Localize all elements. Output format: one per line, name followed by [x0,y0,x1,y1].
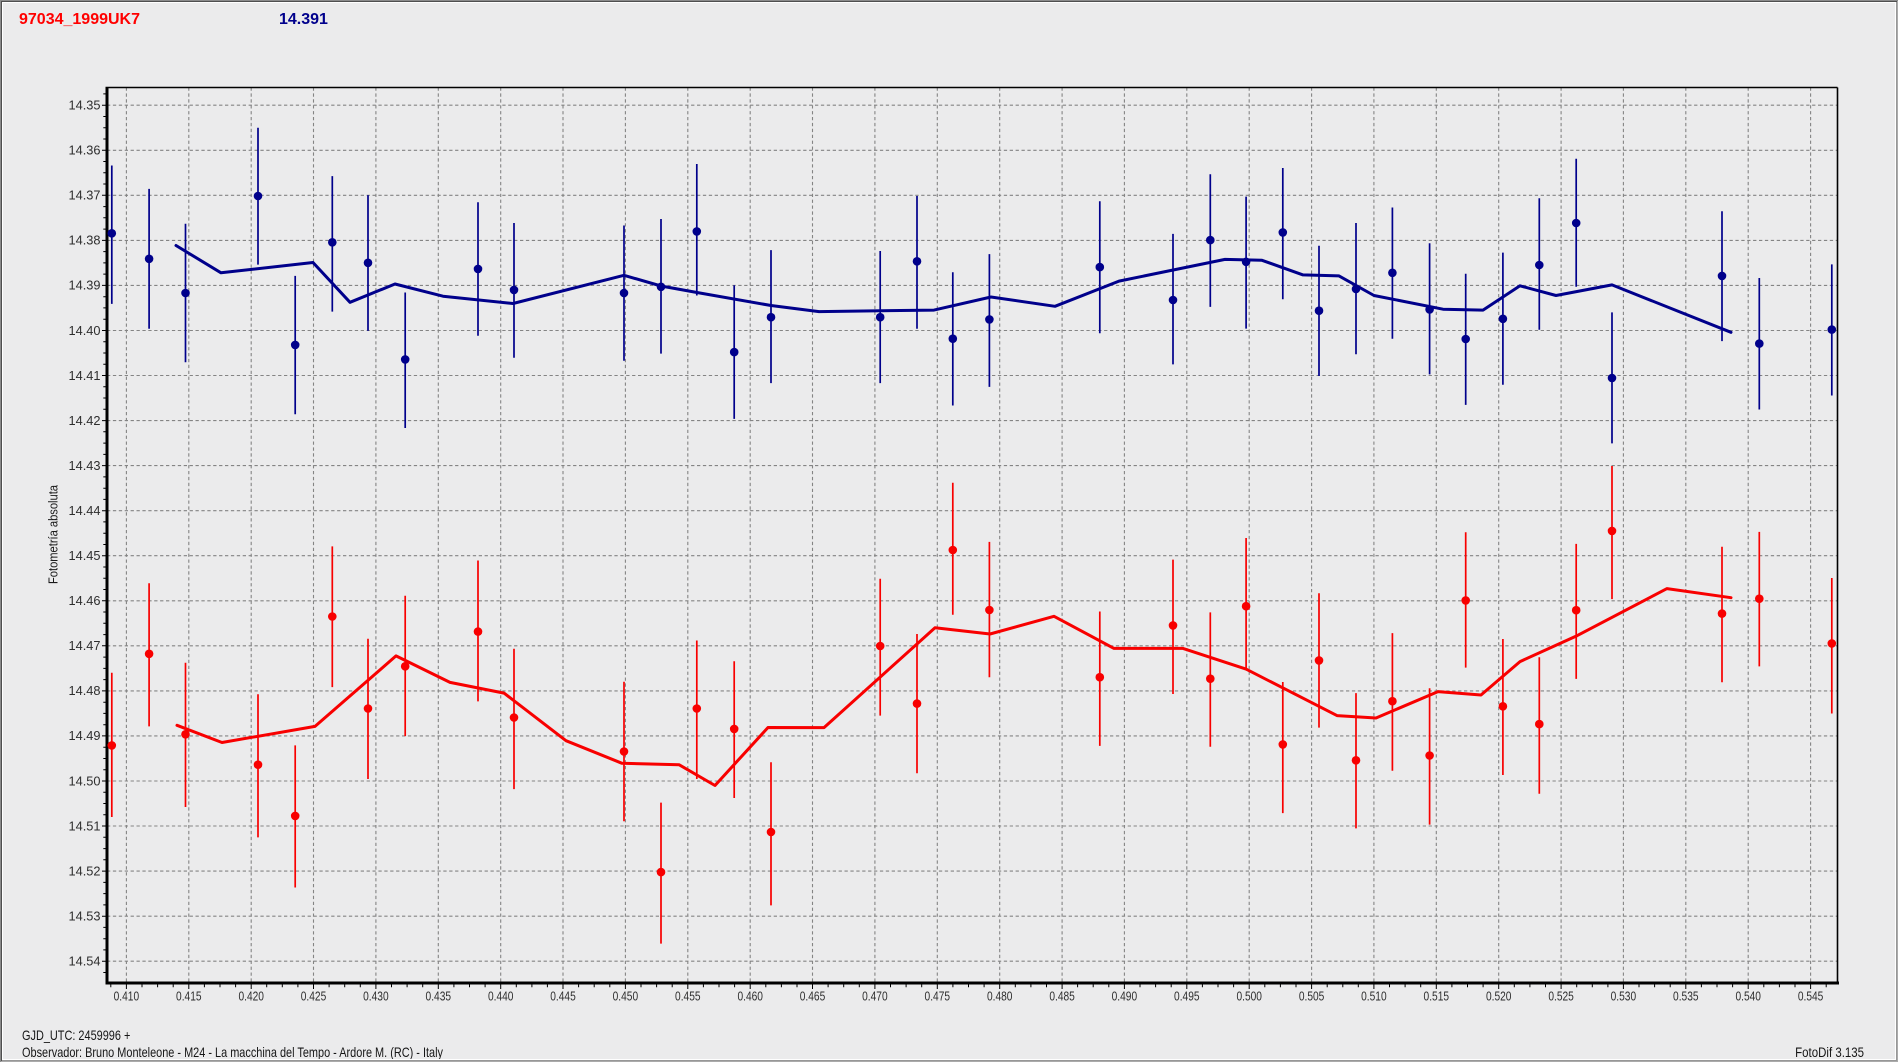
svg-text:0.465: 0.465 [800,990,826,1004]
svg-text:0.440: 0.440 [488,990,514,1004]
svg-text:14.41: 14.41 [69,369,101,383]
svg-text:0.510: 0.510 [1361,990,1387,1004]
svg-text:0.525: 0.525 [1548,990,1574,1004]
svg-text:14.40: 14.40 [69,324,101,338]
svg-text:0.425: 0.425 [301,990,327,1004]
svg-text:0.415: 0.415 [176,990,202,1004]
svg-text:0.445: 0.445 [550,990,576,1004]
svg-text:0.530: 0.530 [1611,990,1637,1004]
svg-text:0.500: 0.500 [1236,990,1262,1004]
svg-text:0.540: 0.540 [1735,990,1761,1004]
svg-text:0.535: 0.535 [1673,990,1699,1004]
svg-text:14.39: 14.39 [69,279,101,293]
svg-text:14.45: 14.45 [69,549,101,563]
svg-text:0.430: 0.430 [363,990,389,1004]
svg-text:0.435: 0.435 [426,990,452,1004]
svg-text:0.480: 0.480 [987,990,1013,1004]
svg-text:14.51: 14.51 [69,819,101,833]
svg-text:14.42: 14.42 [69,414,101,428]
svg-text:0.410: 0.410 [114,990,140,1004]
svg-text:0.545: 0.545 [1798,990,1824,1004]
svg-text:14.53: 14.53 [69,910,101,924]
svg-text:0.485: 0.485 [1049,990,1075,1004]
svg-text:14.47: 14.47 [69,639,101,653]
svg-text:0.470: 0.470 [862,990,888,1004]
svg-text:0.420: 0.420 [238,990,264,1004]
svg-text:0.505: 0.505 [1299,990,1325,1004]
svg-text:14.49: 14.49 [69,729,101,743]
svg-text:0.460: 0.460 [737,990,763,1004]
svg-text:14.44: 14.44 [69,504,101,518]
svg-text:0.520: 0.520 [1486,990,1512,1004]
svg-text:14.50: 14.50 [69,774,101,788]
svg-text:14.43: 14.43 [69,459,101,473]
svg-text:14.36: 14.36 [69,144,101,158]
svg-text:14.46: 14.46 [69,594,101,608]
svg-text:0.515: 0.515 [1424,990,1450,1004]
svg-text:0.450: 0.450 [613,990,639,1004]
svg-text:14.35: 14.35 [69,99,101,113]
svg-text:0.495: 0.495 [1174,990,1200,1004]
svg-text:Fotometría absoluta: Fotometría absoluta [47,485,61,584]
svg-text:14.52: 14.52 [69,864,101,878]
svg-text:14.38: 14.38 [69,234,101,248]
svg-text:0.475: 0.475 [925,990,951,1004]
svg-text:0.455: 0.455 [675,990,701,1004]
svg-text:0.490: 0.490 [1112,990,1138,1004]
svg-text:14.37: 14.37 [69,189,101,203]
svg-text:14.48: 14.48 [69,684,101,698]
svg-text:14.54: 14.54 [69,955,101,969]
